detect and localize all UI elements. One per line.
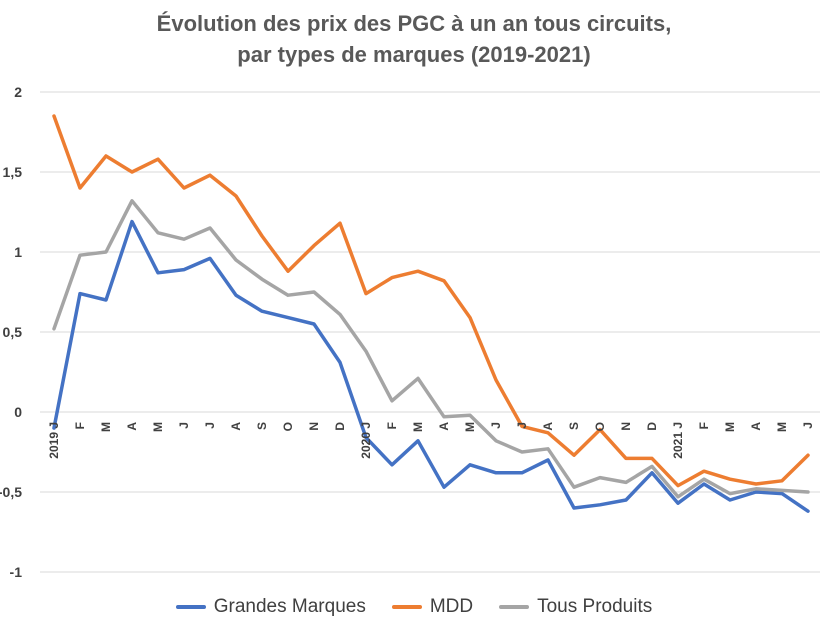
x-tick-label: J	[515, 422, 529, 429]
legend-swatch-grandes-marques	[175, 605, 206, 609]
chart-title-line-1: Évolution des prix des PGC à un an tous …	[156, 11, 672, 36]
y-tick-label: -0,5	[0, 484, 22, 500]
legend-label-grandes-marques: Grandes Marques	[213, 596, 366, 617]
chart-title-line-2: par types de marques (2019-2021)	[237, 42, 591, 67]
x-tick-label: A	[749, 422, 763, 431]
x-tick-label: N	[307, 422, 321, 431]
legend-swatch-tous-produits	[499, 605, 530, 609]
x-tick-label: A	[125, 422, 139, 431]
x-tick-label: M	[775, 422, 789, 432]
x-tick-label: O	[281, 422, 295, 431]
x-tick-label: M	[411, 422, 425, 432]
x-tick-label: J	[177, 422, 191, 429]
legend: Grandes Marques MDD Tous Produits	[0, 596, 828, 618]
legend-item-mdd: MDD	[391, 596, 474, 618]
y-tick-label: 0,5	[3, 324, 23, 340]
x-tick-label: F	[73, 422, 87, 429]
series-line-mdd	[52, 114, 810, 488]
y-tick-label: 1	[14, 244, 22, 260]
legend-label-tous-produits: Tous Produits	[537, 596, 653, 617]
x-tick-label: M	[151, 422, 165, 432]
chart-title: Évolution des prix des PGC à un an tous …	[0, 8, 828, 70]
x-tick-label: J	[801, 422, 815, 429]
x-tick-label: N	[619, 422, 633, 431]
x-tick-label: 2021 J	[671, 422, 685, 459]
x-axis-ticks: 2019 J F M A M J J A S O N D 2020 J F M A M J J A S O N D 2021 J…	[47, 422, 815, 459]
legend-item-grandes-marques: Grandes Marques	[175, 596, 366, 618]
y-tick-label: -1	[10, 564, 23, 580]
x-tick-label: D	[645, 422, 659, 431]
x-tick-label: S	[255, 422, 269, 430]
x-tick-label: O	[593, 422, 607, 431]
x-tick-label: S	[567, 422, 581, 430]
x-tick-label: 2020 J	[359, 422, 373, 459]
legend-label-mdd: MDD	[429, 596, 474, 617]
x-tick-label: D	[333, 422, 347, 431]
legend-swatch-mdd	[391, 605, 422, 609]
x-tick-label: A	[229, 422, 243, 431]
series-line-grandes-marques	[52, 219, 810, 513]
y-axis-ticks: 2 1,5 1 0,5 0 -0,5 -1	[0, 84, 22, 580]
x-tick-label: M	[99, 422, 113, 432]
x-tick-label: F	[385, 422, 399, 429]
x-tick-label: M	[723, 422, 737, 432]
x-tick-label: 2019 J	[47, 422, 61, 459]
x-tick-label: M	[463, 422, 477, 432]
x-tick-label: A	[437, 422, 451, 431]
y-tick-label: 1,5	[3, 164, 23, 180]
y-tick-label: 2	[14, 84, 22, 100]
x-tick-label: A	[541, 422, 555, 431]
x-tick-label: J	[203, 422, 217, 429]
x-tick-label: F	[697, 422, 711, 429]
series-lines	[52, 114, 810, 513]
y-tick-label: 0	[14, 404, 22, 420]
x-tick-label: J	[489, 422, 503, 429]
series-line-tous-produits	[52, 199, 810, 499]
gridlines	[40, 91, 820, 573]
legend-item-tous-produits: Tous Produits	[499, 596, 652, 618]
